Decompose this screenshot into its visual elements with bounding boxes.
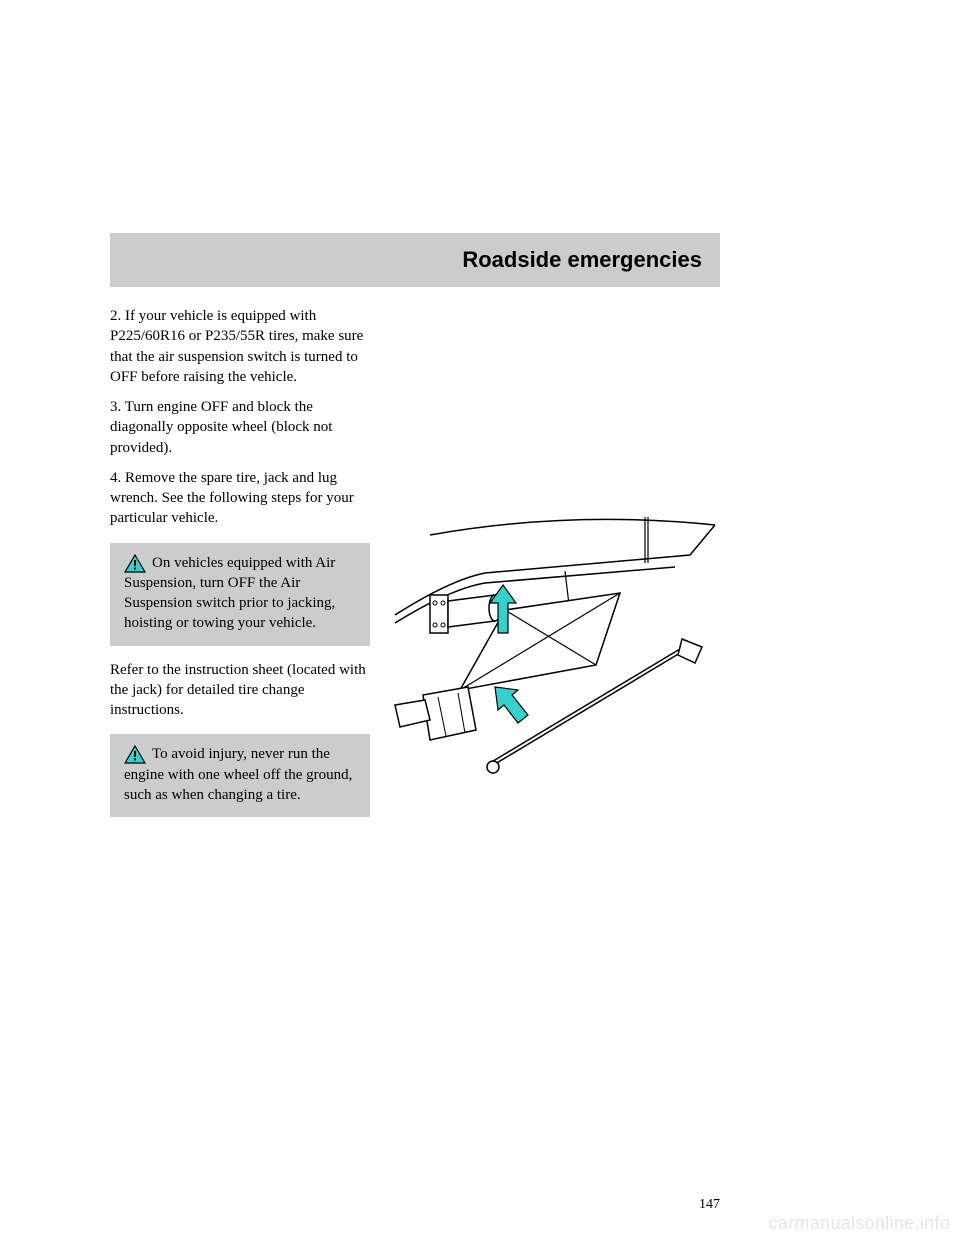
intro-para-1: 2. If your vehicle is equipped with P225… bbox=[110, 306, 370, 387]
intro-para-2: 3. Turn engine OFF and block the diagona… bbox=[110, 397, 370, 458]
mid-note: Refer to the instruction sheet (located … bbox=[110, 660, 370, 721]
warning-2-text: To avoid injury, never run the engine wi… bbox=[124, 746, 352, 803]
warning-1-text: On vehicles equipped with Air Suspension… bbox=[124, 555, 335, 632]
axle-icon bbox=[430, 595, 501, 633]
content-area: 2. If your vehicle is equipped with P225… bbox=[110, 300, 720, 1213]
warning-box-2: To avoid injury, never run the engine wi… bbox=[110, 734, 370, 817]
left-column: 2. If your vehicle is equipped with P225… bbox=[110, 300, 370, 817]
two-column-region: 2. If your vehicle is equipped with P225… bbox=[110, 300, 720, 817]
right-column bbox=[390, 300, 720, 817]
arrow-diag-icon bbox=[495, 687, 528, 723]
warning-triangle-icon bbox=[124, 745, 146, 764]
jack-diagram bbox=[390, 505, 720, 785]
header-band: Roadside emergencies bbox=[110, 233, 720, 287]
page: Roadside emergencies 2. If your vehicle … bbox=[0, 0, 960, 1242]
watermark-text: carmanualsonline.info bbox=[769, 1213, 950, 1234]
page-number: 147 bbox=[110, 1197, 720, 1213]
intro-para-3: 4. Remove the spare tire, jack and lug w… bbox=[110, 468, 370, 529]
warning-2-content: To avoid injury, never run the engine wi… bbox=[124, 744, 356, 805]
header-title: Roadside emergencies bbox=[462, 247, 702, 273]
warning-triangle-icon bbox=[124, 554, 146, 573]
warning-1-content: On vehicles equipped with Air Suspension… bbox=[124, 553, 356, 634]
warning-box-1: On vehicles equipped with Air Suspension… bbox=[110, 543, 370, 646]
